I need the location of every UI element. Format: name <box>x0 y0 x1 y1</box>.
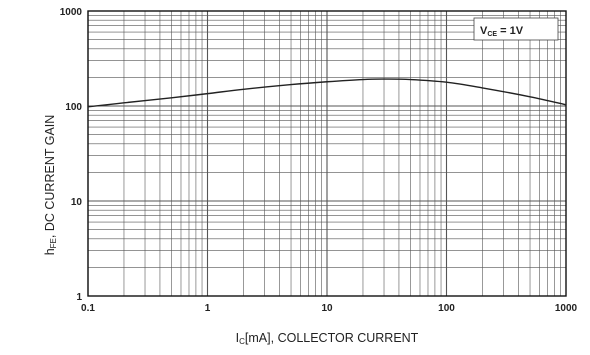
y-axis-title: hFE, DC CURRENT GAIN <box>43 115 58 256</box>
x-tick-label: 1 <box>205 303 211 314</box>
x-axis-title: IC[mA], COLLECTOR CURRENT <box>236 331 419 346</box>
y-tick-label: 10 <box>71 197 83 208</box>
legend-box <box>473 17 559 41</box>
x-tick-label: 1000 <box>555 303 578 314</box>
x-tick-label: 10 <box>321 303 333 314</box>
y-tick-label: 100 <box>65 102 82 113</box>
y-tick-label: 1 <box>76 292 82 303</box>
plot-frame <box>87 10 567 297</box>
legend-text: VCE = 1V <box>480 25 524 38</box>
grid-lines <box>87 11 566 297</box>
x-tick-label: 0.1 <box>81 303 95 314</box>
y-tick-label: 1000 <box>60 7 83 18</box>
x-tick-label: 100 <box>438 303 455 314</box>
hfe-curve <box>87 78 567 108</box>
